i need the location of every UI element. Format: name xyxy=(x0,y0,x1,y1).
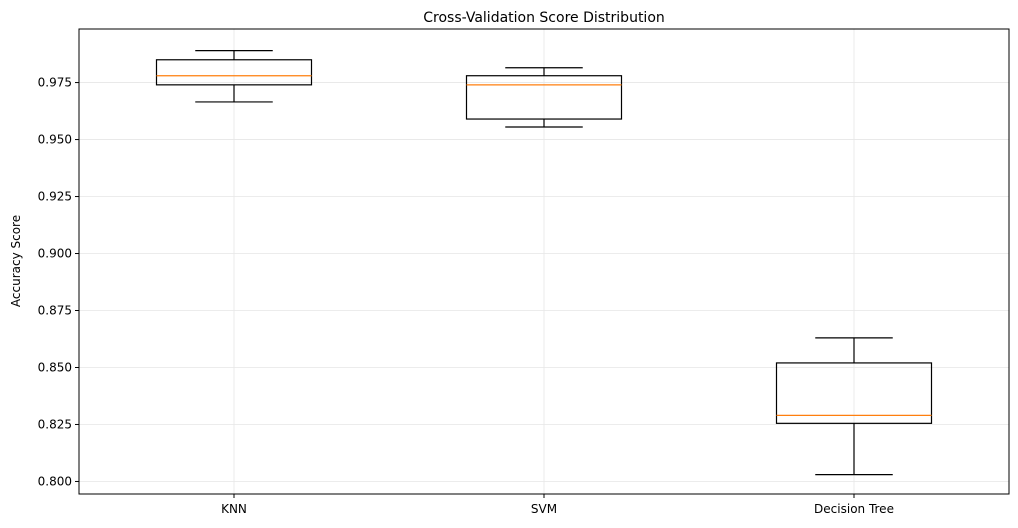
y-tick-label: 0.875 xyxy=(38,304,72,318)
grid-lines xyxy=(79,29,1009,494)
box-svm xyxy=(465,67,623,128)
y-axis-label: Accuracy Score xyxy=(9,215,23,307)
iqr-box xyxy=(465,75,623,120)
iqr-box xyxy=(775,362,933,424)
y-tick-label: 0.925 xyxy=(38,190,72,204)
y-tick-label: 0.950 xyxy=(38,133,72,147)
box-decision-tree xyxy=(775,337,933,476)
box-layer xyxy=(155,50,933,476)
iqr-box xyxy=(155,59,313,86)
y-tick-label: 0.800 xyxy=(38,474,72,488)
axis-layer: 0.800 0.825 0.850 0.875 0.900 0.925 0.950 0.975… xyxy=(38,76,894,516)
x-tick-label: Decision Tree xyxy=(814,502,894,516)
x-tick-label: KNN xyxy=(221,502,247,516)
y-tick-label: 0.825 xyxy=(38,417,72,431)
chart-title: Cross-Validation Score Distribution xyxy=(423,10,665,26)
y-tick-label: 0.975 xyxy=(38,76,72,90)
y-tick-label: 0.900 xyxy=(38,247,72,261)
box-knn xyxy=(155,50,313,103)
x-tick-label: SVM xyxy=(531,502,557,516)
y-tick-label: 0.850 xyxy=(38,360,72,374)
